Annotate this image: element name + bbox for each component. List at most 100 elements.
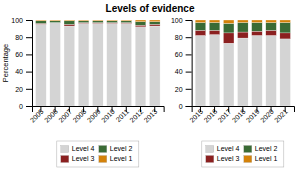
tick-label: 2017 (217, 108, 233, 124)
bar (209, 35, 220, 106)
bar (121, 21, 132, 23)
bar (266, 20, 277, 23)
tick-label: 2012 (128, 108, 144, 124)
legend-swatch (206, 146, 214, 153)
x-tick: 2012 (128, 106, 144, 124)
tick-label: 60 (15, 51, 23, 58)
tick-mark (186, 89, 192, 90)
y-tick: 40 (175, 68, 192, 75)
tick-label: 100 (171, 17, 183, 24)
axis-line (186, 21, 193, 107)
tick-label: 2007 (57, 108, 73, 124)
bar (195, 35, 206, 106)
bar (78, 23, 89, 106)
tick-label: 2020 (259, 108, 275, 124)
x-tick: 2007 (57, 106, 73, 124)
bar (149, 26, 160, 106)
tick-mark (186, 37, 192, 38)
y-tick: 80 (15, 34, 32, 41)
legend-swatch (244, 146, 252, 153)
bar (92, 21, 103, 23)
bar (78, 21, 89, 23)
x-tick: 2015 (188, 106, 204, 124)
legend-label: Level 4 (72, 145, 95, 152)
bar (252, 20, 263, 23)
tick-label: 2008 (71, 108, 87, 124)
bar (223, 33, 234, 43)
panel: 0204060801002005200620072008200920102011… (11, 17, 164, 124)
bar (50, 20, 61, 21)
legend-swatch (244, 156, 252, 163)
bar (280, 33, 291, 39)
legend-swatch (61, 156, 69, 163)
bar (149, 24, 160, 26)
tick-label: 2015 (188, 108, 204, 124)
tick-label: 0 (179, 103, 183, 110)
bar (223, 23, 234, 32)
tick-label: 2005 (29, 108, 45, 124)
legend-item: Level 1 (244, 155, 278, 162)
bar (149, 22, 160, 25)
legend-label: Level 1 (255, 155, 278, 162)
tick-mark (186, 106, 192, 107)
legend-swatch (206, 156, 214, 163)
y-tick: 80 (175, 34, 192, 41)
tick-mark (26, 106, 32, 107)
x-tick: 2018 (231, 106, 247, 124)
bar (50, 23, 61, 106)
legend: Level 4 Level 3 Level 2 Level 1 (202, 141, 284, 167)
tick-label: 40 (15, 68, 23, 75)
x-tick: 2011 (115, 106, 131, 123)
x-tick: 2016 (202, 106, 218, 124)
bar (92, 23, 103, 106)
legend-label: Level 3 (72, 155, 95, 162)
x-axis: 200520062007200820092010201120122013 (29, 106, 164, 124)
tick-label: 2009 (86, 108, 102, 124)
tick-mark (26, 37, 32, 38)
bar (223, 20, 234, 23)
legend-item: Level 2 (99, 145, 133, 152)
bar (121, 20, 132, 21)
x-tick: 2005 (29, 106, 45, 124)
y-tick: 20 (15, 86, 32, 93)
y-tick: 100 (11, 17, 32, 24)
legend-item: Level 2 (244, 145, 278, 152)
bar (107, 23, 118, 106)
bar (64, 26, 75, 106)
tick-label: 2018 (231, 108, 247, 124)
legend-item: Level 3 (206, 155, 240, 162)
bar (223, 43, 234, 106)
legend-item: Level 3 (61, 155, 95, 162)
tick-label: 20 (175, 86, 183, 93)
bars (195, 20, 290, 106)
bar (280, 23, 291, 33)
bar (266, 23, 277, 31)
tick-mark (26, 20, 32, 21)
bar (64, 21, 75, 24)
bar (64, 24, 75, 26)
legend-label: Level 2 (255, 145, 278, 152)
tick-mark (26, 54, 32, 55)
tick-label: 20 (15, 86, 23, 93)
legend-label: Level 1 (110, 155, 133, 162)
legend-item: Level 4 (206, 145, 240, 152)
tick-label: 2016 (202, 108, 218, 124)
bar (149, 20, 160, 22)
bar (195, 20, 206, 23)
tick-mark (186, 54, 192, 55)
y-tick: 0 (179, 103, 192, 110)
legend-frame (202, 141, 284, 167)
legend-swatch (61, 146, 69, 153)
bar (135, 25, 146, 27)
tick-mark (26, 89, 32, 90)
bar (135, 22, 146, 25)
bar (78, 20, 89, 21)
tick-mark (26, 72, 32, 73)
bar (209, 23, 220, 31)
bar (135, 27, 146, 106)
bar (266, 35, 277, 106)
bar (209, 20, 220, 23)
y-axis: 020406080100 (171, 17, 192, 110)
tick-label: 2019 (245, 108, 261, 124)
tick-label: 80 (175, 34, 183, 41)
